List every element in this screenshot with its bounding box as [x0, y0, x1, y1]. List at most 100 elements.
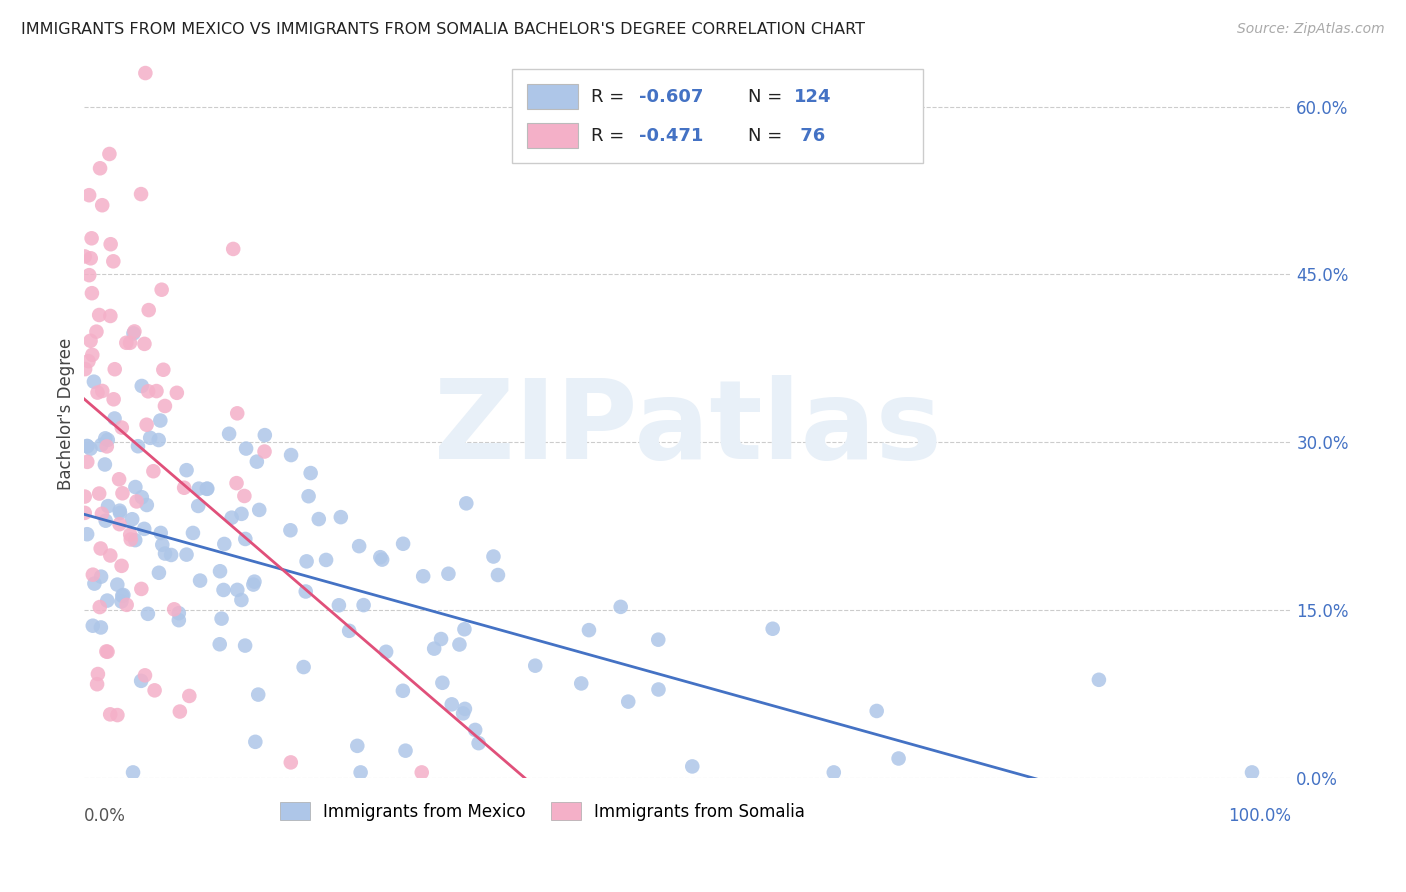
- Point: [371, 552, 394, 566]
- Point: [449, 638, 471, 652]
- Point: [149, 525, 172, 540]
- Y-axis label: Bachelor's Degree: Bachelor's Degree: [58, 338, 75, 491]
- Point: [110, 558, 132, 573]
- Point: [131, 582, 153, 596]
- Text: R =: R =: [591, 87, 630, 105]
- Point: [124, 325, 146, 339]
- Point: [225, 476, 247, 491]
- Point: [233, 639, 256, 653]
- Text: 124: 124: [794, 87, 831, 105]
- Point: [94, 458, 117, 472]
- FancyBboxPatch shape: [512, 69, 922, 163]
- Point: [430, 632, 453, 646]
- Point: [108, 472, 131, 486]
- Point: [98, 549, 121, 563]
- Point: [169, 705, 191, 719]
- Point: [80, 286, 103, 301]
- Point: [96, 644, 118, 658]
- Point: [617, 695, 640, 709]
- Point: [246, 455, 269, 469]
- Point: [90, 541, 112, 556]
- Point: [111, 420, 134, 434]
- Point: [152, 363, 174, 377]
- Text: IMMIGRANTS FROM MEXICO VS IMMIGRANTS FROM SOMALIA BACHELOR'S DEGREE CORRELATION : IMMIGRANTS FROM MEXICO VS IMMIGRANTS FRO…: [21, 22, 865, 37]
- Text: R =: R =: [591, 127, 630, 145]
- Point: [145, 384, 167, 398]
- Point: [80, 231, 103, 245]
- Point: [82, 348, 104, 362]
- Point: [160, 548, 183, 562]
- Point: [73, 249, 96, 263]
- Point: [1240, 765, 1263, 780]
- Point: [464, 723, 486, 737]
- Point: [125, 494, 148, 508]
- Point: [97, 433, 120, 447]
- Point: [79, 442, 101, 456]
- Point: [120, 527, 142, 541]
- Point: [108, 503, 131, 517]
- Point: [375, 645, 398, 659]
- Point: [136, 607, 159, 621]
- Point: [432, 675, 454, 690]
- Point: [411, 765, 433, 780]
- Point: [143, 683, 166, 698]
- Text: N =: N =: [748, 87, 787, 105]
- Point: [187, 482, 209, 496]
- Point: [150, 283, 173, 297]
- Point: [73, 506, 96, 520]
- Point: [124, 533, 146, 548]
- Point: [167, 606, 190, 620]
- Point: [292, 660, 315, 674]
- Point: [337, 624, 360, 638]
- Point: [233, 532, 256, 546]
- Point: [167, 613, 190, 627]
- Point: [195, 482, 218, 496]
- Point: [231, 507, 253, 521]
- Point: [90, 620, 112, 634]
- Point: [139, 431, 162, 445]
- Point: [392, 683, 415, 698]
- Point: [87, 667, 110, 681]
- Point: [82, 618, 104, 632]
- Point: [122, 765, 145, 780]
- Text: ZIPatlas: ZIPatlas: [433, 376, 942, 483]
- Point: [120, 533, 142, 547]
- Point: [89, 600, 111, 615]
- Point: [148, 433, 170, 447]
- Point: [79, 334, 101, 348]
- Point: [233, 489, 256, 503]
- Point: [392, 537, 415, 551]
- Point: [423, 641, 446, 656]
- Point: [127, 439, 149, 453]
- Point: [208, 564, 231, 578]
- Point: [221, 510, 243, 524]
- Point: [105, 577, 128, 591]
- Point: [136, 384, 159, 399]
- Point: [150, 538, 173, 552]
- Point: [173, 481, 195, 495]
- Point: [89, 161, 111, 176]
- Point: [578, 623, 600, 637]
- Point: [226, 582, 249, 597]
- Point: [280, 523, 302, 537]
- Point: [195, 482, 218, 496]
- Point: [103, 411, 125, 425]
- Point: [467, 736, 489, 750]
- Text: -0.471: -0.471: [640, 127, 703, 145]
- Point: [226, 406, 249, 420]
- Point: [90, 569, 112, 583]
- Point: [412, 569, 434, 583]
- Point: [76, 455, 98, 469]
- Point: [243, 574, 266, 589]
- Point: [89, 486, 111, 500]
- Legend: Immigrants from Mexico, Immigrants from Somalia: Immigrants from Mexico, Immigrants from …: [280, 803, 806, 821]
- Point: [115, 598, 138, 612]
- Point: [346, 739, 368, 753]
- Text: 0.0%: 0.0%: [83, 807, 125, 825]
- Point: [73, 490, 96, 504]
- Point: [245, 735, 267, 749]
- Point: [349, 765, 371, 780]
- Point: [647, 682, 669, 697]
- Point: [77, 354, 100, 368]
- Point: [142, 464, 165, 478]
